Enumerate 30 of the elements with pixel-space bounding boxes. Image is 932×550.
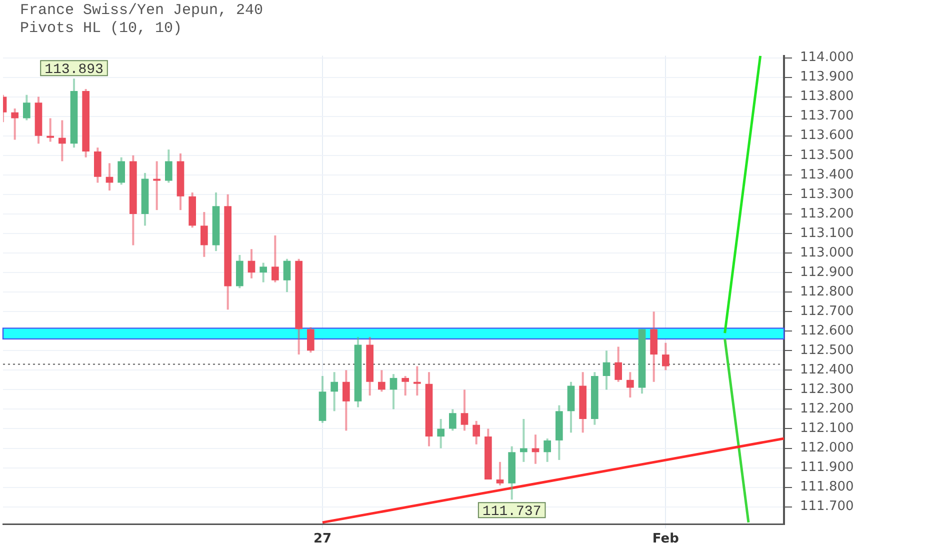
y-tick-label: 113.100 — [800, 226, 854, 241]
y-tick-label: 112.000 — [800, 440, 854, 456]
y-tick-label: 113.400 — [800, 167, 854, 182]
y-tick-label: 112.300 — [800, 382, 854, 398]
annotation: 111.737 — [482, 504, 542, 520]
y-tick-label: 112.100 — [800, 421, 854, 436]
y-tick-label: 113.900 — [800, 70, 854, 85]
y-tick-label: 112.600 — [800, 323, 854, 338]
y-tick-label: 112.800 — [800, 284, 854, 300]
y-tick-label: 112.400 — [800, 362, 854, 378]
y-tick-label: 113.000 — [800, 245, 854, 260]
y-tick-label: 114.000 — [800, 50, 854, 66]
y-tick-label: 113.800 — [800, 89, 854, 104]
y-tick-label: 113.500 — [800, 148, 854, 163]
y-tick-label: 111.900 — [800, 460, 854, 476]
y-tick-label: 112.900 — [800, 264, 854, 280]
y-tick-label: 112.200 — [800, 402, 854, 417]
y-tick-label: 111.800 — [800, 480, 854, 495]
y-tick-label: 112.500 — [800, 343, 854, 358]
y-tick-label: 113.600 — [800, 128, 854, 144]
x-tick-label: 27 — [313, 532, 332, 547]
y-tick-label: 113.700 — [800, 108, 854, 124]
y-tick-label: 111.700 — [800, 499, 854, 514]
y-tick-label: 113.300 — [800, 186, 854, 202]
chart-subtitle: Pivots HL (10, 10) — [20, 20, 184, 38]
y-tick-label: 113.200 — [800, 206, 854, 222]
chart-title: France Swiss/Yen Jepun, 240 — [20, 2, 264, 20]
annotation: 113.893 — [44, 62, 104, 78]
y-tick-label: 112.700 — [800, 304, 854, 319]
x-tick-label: Feb — [652, 532, 679, 547]
